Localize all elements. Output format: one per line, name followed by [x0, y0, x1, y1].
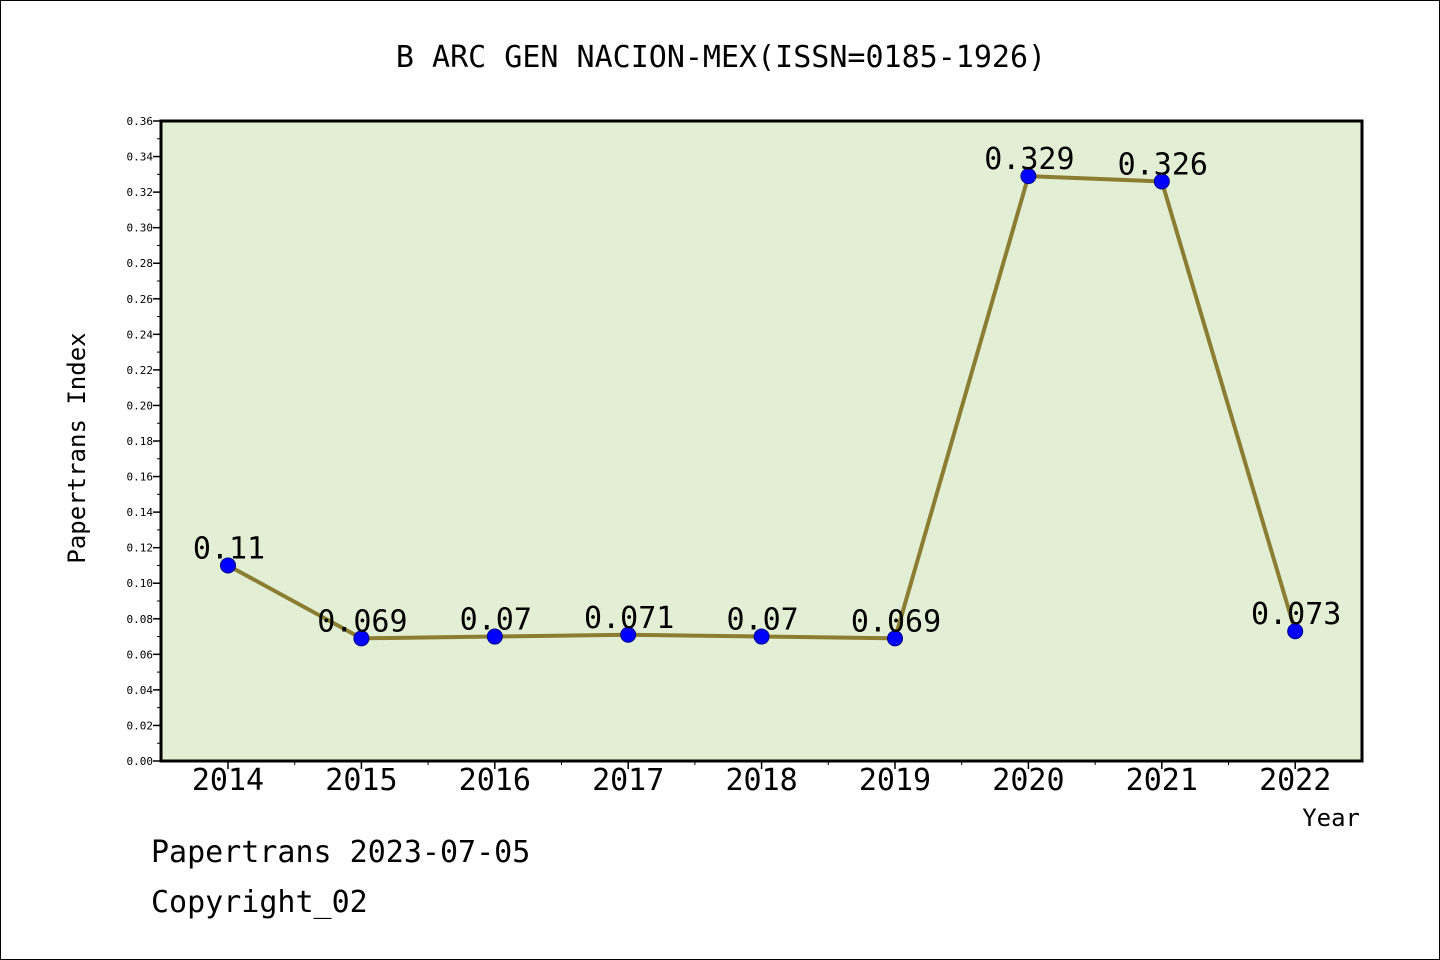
x-tick-label: 2019 — [859, 763, 931, 798]
x-tick-label: 2015 — [325, 763, 397, 798]
data-point-label: 0.07 — [726, 603, 798, 638]
footer-copyright: Copyright_02 — [151, 885, 368, 920]
x-tick-label: 2020 — [992, 763, 1064, 798]
y-tick-label: 0.32 — [127, 186, 154, 199]
x-tick-label: 2018 — [725, 763, 797, 798]
y-tick-label: 0.22 — [127, 364, 154, 377]
y-tick-label: 0.00 — [127, 755, 154, 768]
y-tick-label: 0.24 — [127, 328, 154, 341]
y-tick-label: 0.34 — [127, 151, 154, 164]
data-point-label: 0.071 — [584, 601, 674, 636]
series-group: 0.11 0.069 0.07 0.071 0.07 0.069 0.329 0.326 0.0… — [193, 142, 1341, 647]
data-point-label: 0.069 — [851, 604, 941, 639]
y-tick-label: 0.14 — [127, 506, 154, 519]
data-point-marker — [220, 557, 236, 574]
y-tick-label: 0.04 — [127, 684, 154, 697]
y-tick-label: 0.08 — [127, 613, 154, 626]
x-axis: 2014 2015 2016 2017 2018 2019 2020 2021 2022 — [192, 761, 1331, 798]
y-tick-label: 0.18 — [127, 435, 154, 448]
y-tick-label: 0.36 — [127, 115, 154, 128]
y-tick-label: 0.20 — [127, 399, 154, 412]
footer-date-line: Papertrans 2023-07-05 — [151, 835, 531, 870]
data-point-label: 0.07 — [460, 603, 532, 638]
x-tick-label: 2016 — [459, 763, 531, 798]
y-tick-label: 0.06 — [127, 648, 154, 661]
chart-title: B ARC GEN NACION-MEX(ISSN=0185-1926) — [396, 40, 1046, 75]
data-point-marker — [1287, 623, 1304, 640]
data-point-marker — [486, 628, 503, 645]
plot-area — [159, 119, 1364, 763]
x-tick-label: 2022 — [1259, 763, 1331, 798]
x-tick-label: 2021 — [1126, 763, 1198, 798]
data-point-marker — [620, 626, 637, 643]
y-tick-label: 0.26 — [127, 293, 154, 306]
y-tick-label: 0.30 — [127, 222, 154, 235]
data-point-marker — [887, 630, 903, 647]
y-tick-label: 0.28 — [127, 257, 154, 270]
data-point-marker — [1020, 168, 1037, 185]
y-tick-label: 0.02 — [127, 719, 154, 732]
y-axis: 0.00 0.02 0.04 0.06 0.08 0.10 0.12 0.14 0.16 0.18… — [127, 115, 161, 768]
data-point-label: 0.329 — [984, 142, 1074, 177]
x-tick-label: 2017 — [592, 763, 664, 798]
y-tick-label: 0.10 — [127, 577, 154, 590]
data-point-label: 0.326 — [1118, 147, 1208, 182]
x-tick-label: 2014 — [192, 763, 264, 798]
data-point-marker — [353, 630, 370, 647]
data-point-marker — [753, 628, 770, 645]
y-axis-label: Papertrans Index — [63, 332, 91, 563]
data-point-label: 0.069 — [317, 604, 407, 639]
data-point-label: 0.11 — [193, 531, 265, 566]
y-tick-label: 0.12 — [127, 542, 154, 555]
data-point-label: 0.073 — [1251, 597, 1341, 632]
y-tick-label: 0.16 — [127, 471, 154, 484]
x-axis-label: Year — [1302, 804, 1360, 832]
data-point-marker — [1153, 173, 1170, 190]
